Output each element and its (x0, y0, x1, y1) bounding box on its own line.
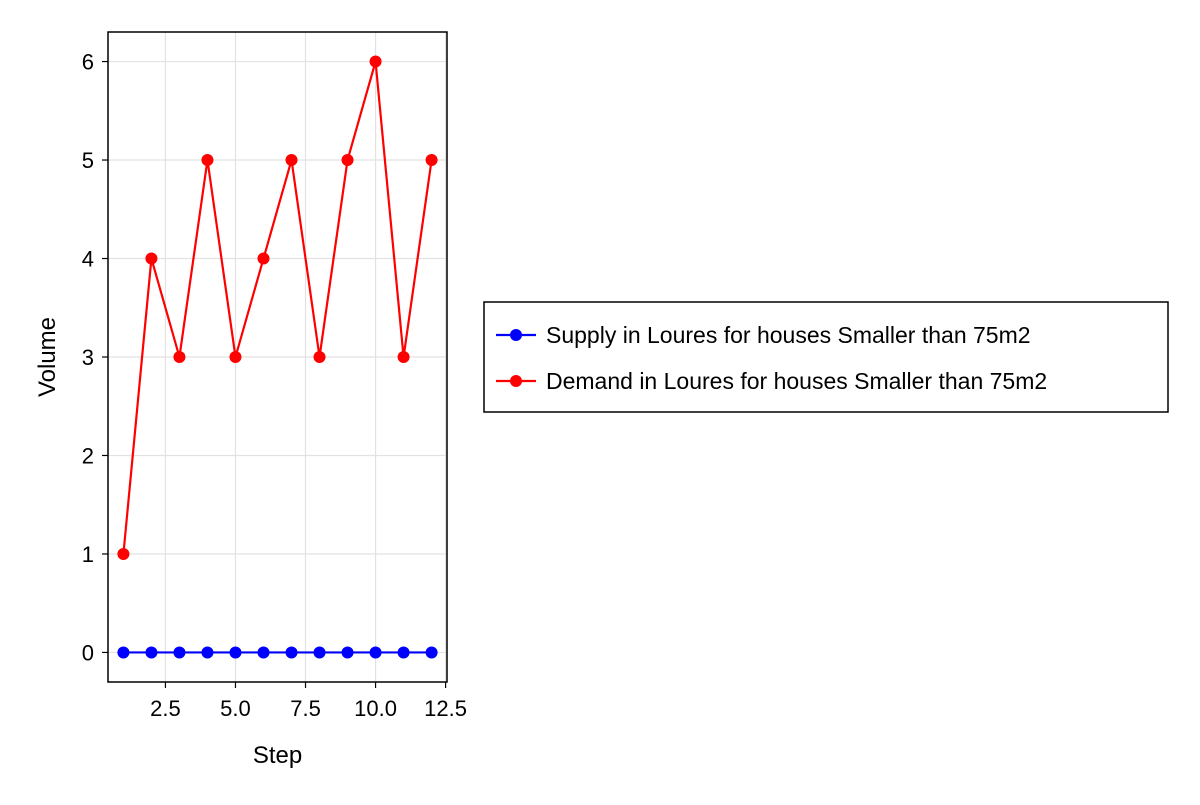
y-tick-label: 4 (82, 247, 94, 272)
axis-layer: 2.5 5.0 7.5 10.0 12.5 0 1 2 3 4 5 6 (82, 50, 467, 721)
data-point (285, 154, 298, 167)
y-tick-label: 3 (82, 345, 94, 370)
y-axis-label: Volume (34, 317, 61, 397)
x-tick-label: 7.5 (290, 696, 321, 721)
data-point (145, 646, 158, 659)
data-point (145, 252, 158, 265)
series-line (122, 60, 433, 555)
x-axis-label: Step (253, 742, 302, 769)
series-supply (117, 646, 438, 659)
data-point (117, 547, 130, 560)
data-point (201, 154, 214, 167)
legend-entry: Supply in Loures for houses Smaller than… (496, 322, 1031, 348)
legend-label: Demand in Loures for houses Smaller than… (546, 368, 1047, 394)
data-point (229, 351, 242, 363)
y-tick-label: 2 (82, 443, 94, 468)
y-tick-label: 1 (82, 542, 94, 567)
data-point (257, 252, 270, 265)
data-point (257, 646, 270, 659)
legend-label: Supply in Loures for houses Smaller than… (546, 322, 1031, 348)
data-point (313, 646, 326, 659)
data-point (369, 55, 382, 68)
data-point (117, 646, 130, 659)
legend-marker (510, 375, 522, 387)
x-tick-label: 2.5 (150, 696, 181, 721)
data-point (341, 646, 354, 659)
data-point (173, 646, 186, 659)
grid-layer (108, 32, 447, 682)
data-point (313, 351, 326, 363)
y-tick-label: 0 (82, 640, 94, 665)
legend-marker (510, 329, 522, 341)
data-point (425, 154, 438, 167)
legend-items: Supply in Loures for houses Smaller than… (496, 322, 1047, 394)
series-demand (117, 55, 438, 560)
x-tick-label: 12.5 (424, 696, 467, 721)
legend: Supply in Loures for houses Smaller than… (483, 301, 1169, 413)
x-tick-label: 5.0 (220, 696, 251, 721)
legend-entry: Demand in Loures for houses Smaller than… (496, 368, 1047, 394)
data-point (201, 646, 214, 659)
legend-box (483, 301, 1169, 413)
y-tick-label: 5 (82, 148, 94, 173)
data-point (229, 646, 242, 659)
data-point (425, 646, 438, 659)
y-tick-label: 6 (82, 50, 94, 75)
data-point (341, 154, 354, 167)
series-layer (117, 55, 438, 659)
data-point (173, 351, 186, 363)
x-tick-label: 10.0 (354, 696, 397, 721)
data-point (397, 351, 410, 363)
data-point (285, 646, 298, 659)
data-point (369, 646, 382, 659)
data-point (397, 646, 410, 659)
